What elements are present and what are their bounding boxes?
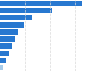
Bar <box>0 29 18 35</box>
Bar <box>0 1 82 6</box>
Bar <box>0 36 15 42</box>
Bar <box>0 43 12 49</box>
Bar <box>0 15 32 20</box>
Bar <box>0 51 9 56</box>
Bar <box>0 58 6 63</box>
Bar <box>0 8 52 13</box>
Bar <box>0 65 3 70</box>
Bar <box>0 22 24 28</box>
